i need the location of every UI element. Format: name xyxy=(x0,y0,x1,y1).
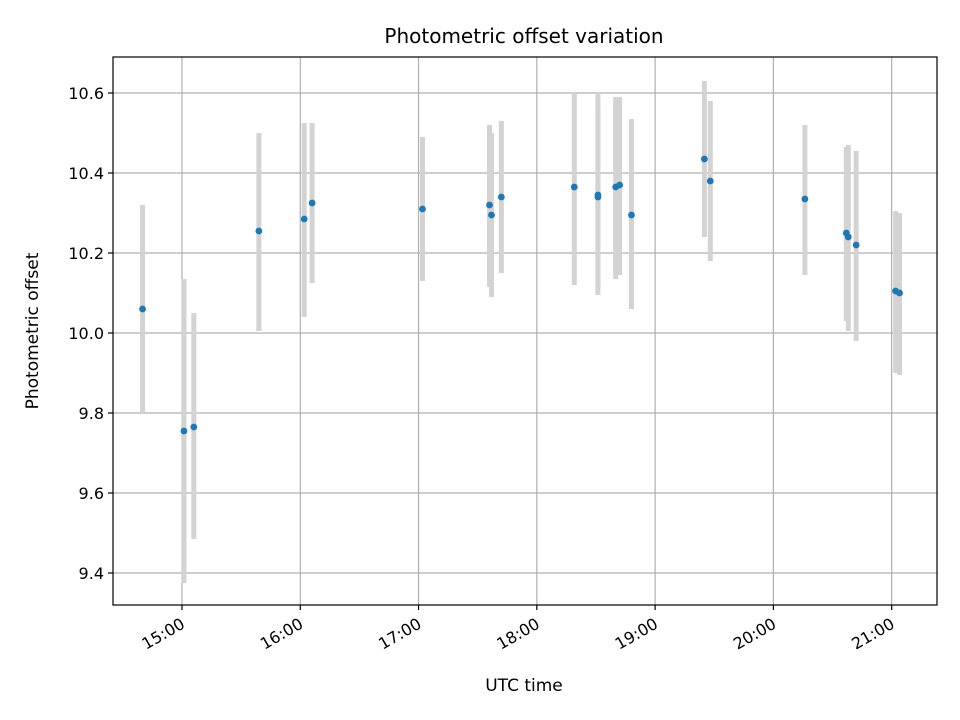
data-point xyxy=(852,241,860,249)
data-point xyxy=(570,183,578,191)
data-point xyxy=(844,233,852,241)
data-point xyxy=(594,191,602,199)
data-point xyxy=(700,155,708,163)
data-point xyxy=(801,195,809,203)
y-tick-label: 9.8 xyxy=(79,404,104,423)
data-point xyxy=(486,201,493,209)
y-tick-label: 9.4 xyxy=(79,564,104,583)
data-point xyxy=(419,205,426,213)
data-point xyxy=(706,177,714,185)
data-point xyxy=(628,211,635,219)
y-tick-label: 10.4 xyxy=(68,164,104,183)
x-axis-title: UTC time xyxy=(485,676,563,696)
data-point xyxy=(190,423,198,431)
data-point xyxy=(616,181,624,189)
data-point xyxy=(300,215,308,223)
y-tick-label: 10.2 xyxy=(68,244,104,263)
data-point xyxy=(139,305,146,313)
y-axis-title: Photometric offset xyxy=(23,252,43,409)
plot-frame xyxy=(112,56,938,606)
data-point xyxy=(180,427,188,435)
data-point xyxy=(488,211,495,219)
y-tick-label: 9.6 xyxy=(79,484,104,503)
grid xyxy=(113,57,937,605)
data-point xyxy=(896,289,903,297)
y-tick-label: 10.0 xyxy=(68,324,104,343)
data-point xyxy=(255,227,263,235)
data-points xyxy=(139,155,903,435)
data-point xyxy=(308,199,316,207)
data-point xyxy=(497,193,505,201)
y-tick-label: 10.6 xyxy=(68,84,104,103)
chart-title: Photometric offset variation xyxy=(384,24,663,48)
